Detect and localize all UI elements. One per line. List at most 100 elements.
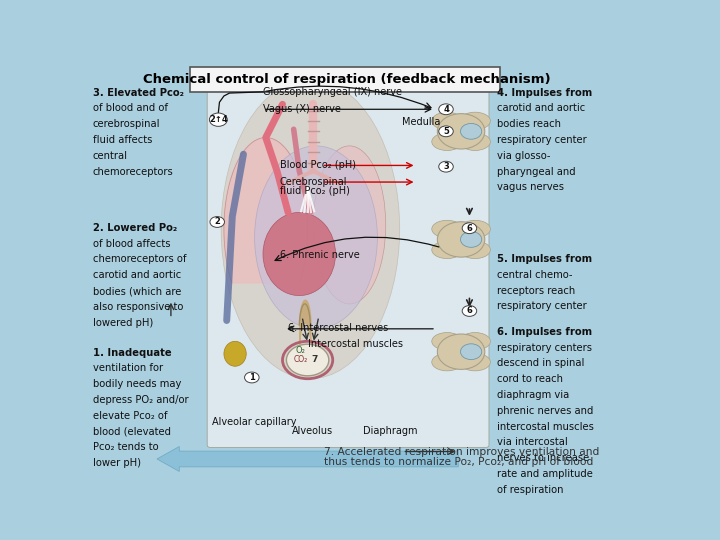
Text: pharyngeal and: pharyngeal and [498, 167, 576, 177]
Text: also responsive to: also responsive to [93, 302, 183, 312]
Text: 6: 6 [467, 224, 472, 233]
Ellipse shape [432, 333, 462, 350]
Text: respiratory centers: respiratory centers [498, 342, 593, 353]
Ellipse shape [461, 344, 482, 360]
Ellipse shape [255, 146, 377, 329]
Text: of respiration: of respiration [498, 485, 564, 495]
Text: Cerebrospinal: Cerebrospinal [280, 177, 347, 187]
Circle shape [245, 372, 259, 383]
Text: 4: 4 [443, 105, 449, 114]
Text: 5: 5 [443, 127, 449, 136]
Text: 6. Impulses from: 6. Impulses from [498, 327, 593, 337]
Text: 2↑4: 2↑4 [209, 115, 228, 124]
Circle shape [210, 217, 225, 227]
Circle shape [438, 161, 454, 172]
Ellipse shape [437, 113, 485, 149]
Text: bodily needs may: bodily needs may [93, 379, 181, 389]
Text: receptors reach: receptors reach [498, 286, 575, 295]
Text: chemoreceptors of: chemoreceptors of [93, 254, 186, 265]
Text: diaphragm via: diaphragm via [498, 390, 570, 400]
Text: 2. Lowered Po₂: 2. Lowered Po₂ [93, 223, 177, 233]
Text: rate and amplitude: rate and amplitude [498, 469, 593, 479]
Text: Blood Pco₂ (pH): Blood Pco₂ (pH) [280, 160, 356, 170]
Ellipse shape [432, 133, 462, 151]
Ellipse shape [313, 146, 386, 304]
Ellipse shape [459, 353, 490, 371]
Ellipse shape [461, 232, 482, 247]
Ellipse shape [432, 353, 462, 371]
Text: carotid and aortic: carotid and aortic [93, 270, 181, 280]
Text: via intercostal: via intercostal [498, 437, 568, 447]
Text: Alveolus: Alveolus [292, 426, 333, 436]
Text: bodies (which are: bodies (which are [93, 286, 181, 296]
Text: Vagus (X) nerve: Vagus (X) nerve [263, 104, 341, 114]
Text: of blood and of: of blood and of [93, 104, 168, 113]
Text: 7: 7 [311, 355, 318, 363]
Ellipse shape [461, 124, 482, 139]
Text: chemoreceptors: chemoreceptors [93, 167, 174, 177]
Text: 1. Inadequate: 1. Inadequate [93, 348, 171, 357]
Text: 6. Intercostal nerves: 6. Intercostal nerves [288, 322, 388, 333]
Circle shape [438, 126, 454, 137]
Ellipse shape [437, 334, 485, 369]
Text: cerebrospinal: cerebrospinal [93, 119, 161, 129]
Text: intercostal muscles: intercostal muscles [498, 422, 594, 431]
Text: carotid and aortic: carotid and aortic [498, 104, 585, 113]
Text: 6: 6 [467, 307, 472, 315]
Text: lower pH): lower pH) [93, 458, 141, 468]
Circle shape [462, 306, 477, 316]
Text: Medulla: Medulla [402, 117, 441, 127]
FancyBboxPatch shape [79, 57, 660, 489]
Text: fluid Pco₂ (pH): fluid Pco₂ (pH) [280, 186, 350, 196]
Ellipse shape [432, 112, 462, 130]
Ellipse shape [263, 212, 336, 295]
Ellipse shape [459, 220, 490, 238]
Ellipse shape [459, 133, 490, 151]
Text: Pco₂ tends to: Pco₂ tends to [93, 442, 158, 453]
Text: depress PO₂ and/or: depress PO₂ and/or [93, 395, 189, 405]
FancyArrow shape [157, 447, 459, 471]
Text: lowered pH): lowered pH) [93, 318, 153, 328]
Text: CO₂: CO₂ [294, 355, 308, 363]
Text: nerves to increase: nerves to increase [498, 453, 590, 463]
Text: O₂: O₂ [296, 346, 306, 355]
FancyBboxPatch shape [207, 87, 489, 447]
FancyBboxPatch shape [190, 67, 500, 92]
Text: 6. Phrenic nerve: 6. Phrenic nerve [280, 250, 359, 260]
Ellipse shape [459, 112, 490, 130]
Text: bodies reach: bodies reach [498, 119, 562, 129]
Text: 3: 3 [443, 162, 449, 171]
Text: 1: 1 [249, 373, 255, 382]
Text: 2: 2 [215, 218, 220, 226]
Text: phrenic nerves and: phrenic nerves and [498, 406, 594, 416]
Text: central: central [93, 151, 127, 161]
Ellipse shape [432, 220, 462, 238]
Text: 4. Impulses from: 4. Impulses from [498, 87, 593, 98]
Text: cord to reach: cord to reach [498, 374, 563, 384]
Circle shape [438, 104, 454, 114]
Text: elevate Pco₂ of: elevate Pco₂ of [93, 411, 167, 421]
Ellipse shape [221, 79, 400, 379]
Text: fluid affects: fluid affects [93, 135, 152, 145]
Text: 3. Elevated Pco₂: 3. Elevated Pco₂ [93, 87, 184, 98]
Text: thus tends to normalize Po₂, Pco₂, and pH of blood: thus tends to normalize Po₂, Pco₂, and p… [324, 457, 594, 467]
Text: via glosso-: via glosso- [498, 151, 551, 161]
Ellipse shape [437, 222, 485, 257]
Text: respiratory center: respiratory center [498, 135, 587, 145]
Text: of blood affects: of blood affects [93, 239, 171, 248]
Text: descend in spinal: descend in spinal [498, 359, 585, 368]
Circle shape [462, 223, 477, 234]
Ellipse shape [224, 341, 246, 366]
Text: central chemo-: central chemo- [498, 270, 573, 280]
Text: ventilation for: ventilation for [93, 363, 163, 373]
Circle shape [210, 113, 228, 126]
Text: Glossopharyngeal (IX) nerve: Glossopharyngeal (IX) nerve [263, 87, 402, 97]
Ellipse shape [432, 241, 462, 259]
Text: Alveolar capillary: Alveolar capillary [212, 416, 296, 427]
Ellipse shape [459, 241, 490, 259]
Text: Chemical control of respiration (feedback mechanism): Chemical control of respiration (feedbac… [143, 73, 551, 86]
Text: blood (elevated: blood (elevated [93, 427, 171, 436]
Ellipse shape [459, 333, 490, 350]
Text: 5. Impulses from: 5. Impulses from [498, 254, 593, 264]
Text: 7. Accelerated respiration improves ventilation and: 7. Accelerated respiration improves vent… [324, 447, 600, 457]
